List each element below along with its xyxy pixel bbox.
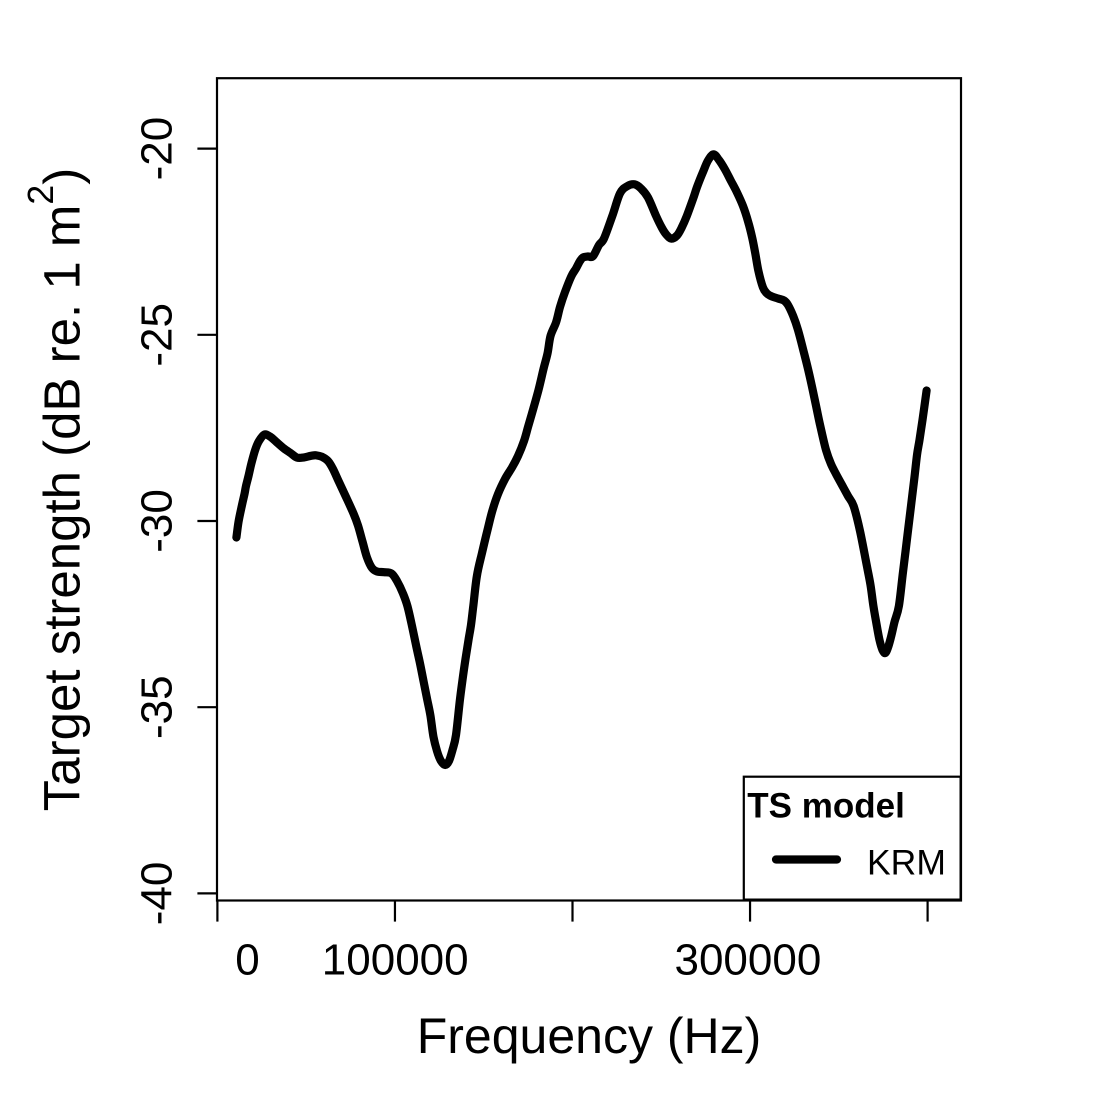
svg-text:-40: -40 [133,862,182,926]
svg-text:-25: -25 [133,303,182,367]
svg-text:300000: 300000 [674,935,821,984]
svg-text:100000: 100000 [322,935,469,984]
svg-text:KRM: KRM [867,842,946,882]
svg-text:-20: -20 [133,117,182,181]
svg-text:TS model: TS model [747,787,905,826]
svg-text:-30: -30 [133,489,182,553]
svg-text:Frequency (Hz): Frequency (Hz) [417,1008,762,1064]
svg-text:0: 0 [235,935,259,984]
svg-text:-35: -35 [133,675,182,739]
svg-text:Target strength (dB re. 1 m2): Target strength (dB re. 1 m2) [21,168,91,811]
